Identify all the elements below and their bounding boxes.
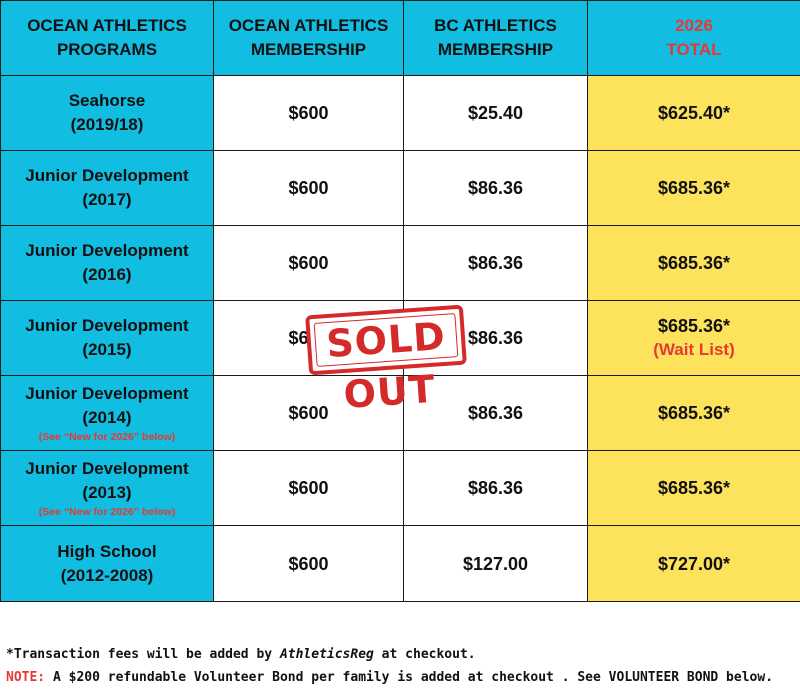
- oa-fee: $600: [213, 150, 404, 226]
- note-label: NOTE:: [6, 670, 46, 685]
- footnote-text-start: *Transaction fees will be added by: [6, 647, 280, 662]
- header-total-line2: TOTAL: [666, 40, 722, 59]
- table-row: Junior Development (2014) (See “New for …: [0, 375, 800, 451]
- total-fee: $685.36*: [657, 316, 731, 336]
- table-row: Junior Development (2017) $600 $86.36 $6…: [0, 150, 800, 226]
- program-cell: Junior Development (2013) (See “New for …: [0, 450, 214, 526]
- program-years: (2019/18): [70, 115, 144, 134]
- program-name: High School: [57, 541, 157, 561]
- membership-fees-table: OCEAN ATHLETICS PROGRAMS OCEAN ATHLETICS…: [0, 0, 800, 602]
- total-fee: $685.36*: [587, 375, 800, 451]
- program-cell: Junior Development (2016): [0, 225, 214, 301]
- header-total: 2026 TOTAL: [587, 0, 800, 76]
- total-fee: $685.36*: [587, 225, 800, 301]
- header-bc-line2: MEMBERSHIP: [437, 40, 554, 59]
- bc-fee: $86.36: [403, 450, 588, 526]
- program-cell: High School (2012-2008): [0, 525, 214, 602]
- program-years: (2016): [82, 265, 132, 284]
- program-name: Junior Development: [25, 459, 189, 478]
- header-total-line1: 2026: [675, 16, 713, 35]
- table-row: Junior Development (2013) (See “New for …: [0, 450, 800, 526]
- wait-list-note: (Wait List): [653, 340, 735, 359]
- footnote-text-end: at checkout.: [373, 647, 476, 662]
- program-cell: Seahorse (2019/18): [0, 75, 214, 151]
- sold-out-stamp: SOLD OUT: [305, 304, 467, 417]
- oa-fee: $600: [213, 75, 404, 151]
- program-name: Junior Development: [25, 384, 189, 403]
- table-row: Seahorse (2019/18) $600 $25.40 $625.40*: [0, 75, 800, 151]
- transaction-fee-footnote: *Transaction fees will be added by Athle…: [6, 647, 476, 662]
- note-text: A $200 refundable Volunteer Bond per fam…: [45, 670, 774, 685]
- oa-fee: $600: [213, 225, 404, 301]
- oa-fee: $600: [213, 450, 404, 526]
- volunteer-bond-note: NOTE: A $200 refundable Volunteer Bond p…: [6, 670, 773, 685]
- program-years: (2013): [82, 483, 132, 502]
- total-fee: $685.36*: [587, 150, 800, 226]
- program-cell: Junior Development (2017): [0, 150, 214, 226]
- table-row: Junior Development (2016) $600 $86.36 $6…: [0, 225, 800, 301]
- bc-fee: $86.36: [403, 225, 588, 301]
- bc-fee: $127.00: [403, 525, 588, 602]
- program-name: Junior Development: [25, 241, 189, 260]
- oa-fee: $600: [213, 525, 404, 602]
- program-name: Junior Development: [25, 166, 189, 185]
- program-note: (See “New for 2026” below): [38, 506, 176, 518]
- program-cell: Junior Development (2014) (See “New for …: [0, 375, 214, 451]
- program-note: (See “New for 2026” below): [38, 431, 176, 443]
- total-fee-cell: $685.36* (Wait List): [587, 300, 800, 376]
- header-oa-line2: MEMBERSHIP: [250, 40, 367, 59]
- total-fee: $625.40*: [587, 75, 800, 151]
- table-header-row: OCEAN ATHLETICS PROGRAMS OCEAN ATHLETICS…: [0, 0, 800, 76]
- header-programs-line1: OCEAN ATHLETICS: [27, 16, 187, 35]
- bc-fee: $86.36: [403, 150, 588, 226]
- program-cell: Junior Development (2015): [0, 300, 214, 376]
- total-fee: $685.36*: [587, 450, 800, 526]
- header-bc-line1: BC ATHLETICS: [434, 16, 557, 35]
- bc-fee: $25.40: [403, 75, 588, 151]
- header-oa-line1: OCEAN ATHLETICS: [228, 16, 389, 35]
- program-years: (2017): [82, 190, 132, 209]
- header-programs-line2: PROGRAMS: [56, 40, 158, 59]
- program-name: Junior Development: [25, 316, 189, 335]
- table-row: High School (2012-2008) $600 $127.00 $72…: [0, 525, 800, 602]
- program-years: (2012-2008): [60, 565, 154, 585]
- header-bc-membership: BC ATHLETICS MEMBERSHIP: [403, 0, 588, 76]
- header-oa-membership: OCEAN ATHLETICS MEMBERSHIP: [213, 0, 404, 76]
- program-years: (2014): [82, 408, 132, 427]
- athleticsreg-name: AthleticsReg: [279, 647, 374, 662]
- program-name: Seahorse: [68, 91, 146, 110]
- header-programs: OCEAN ATHLETICS PROGRAMS: [0, 0, 214, 76]
- program-years: (2015): [82, 340, 132, 359]
- total-fee: $727.00*: [587, 525, 800, 602]
